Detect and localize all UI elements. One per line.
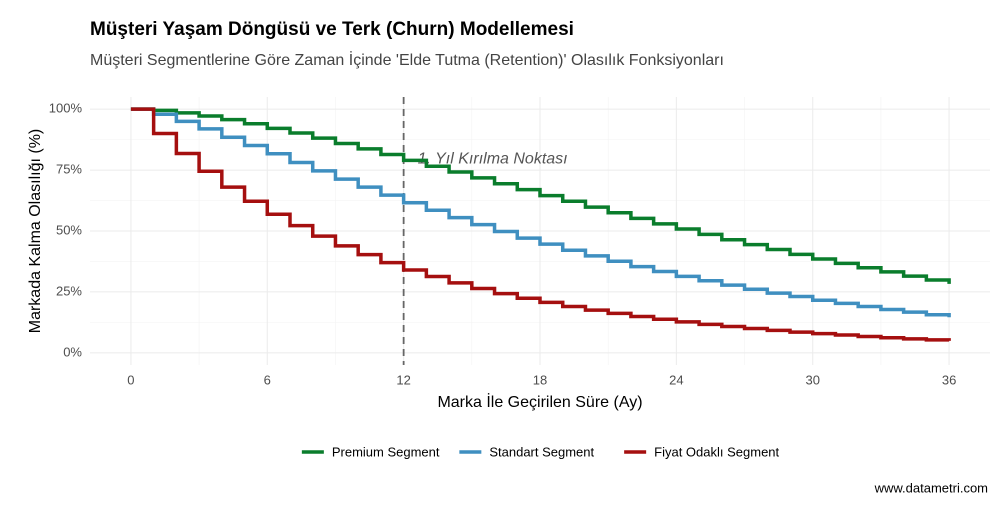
x-tick-label: 18 xyxy=(533,372,547,387)
step-line xyxy=(130,107,951,284)
step-line xyxy=(130,107,951,318)
x-tick-label: 6 xyxy=(264,372,271,387)
x-tick-label: 30 xyxy=(805,372,819,387)
x-tick-label: 24 xyxy=(669,372,683,387)
caption: www.datametri.com xyxy=(874,480,988,495)
y-tick-label: 50% xyxy=(56,222,82,237)
legend-label: Premium Segment xyxy=(332,444,440,459)
legend-label: Standart Segment xyxy=(489,444,594,459)
y-tick-label: 100% xyxy=(49,101,83,116)
y-tick-label: 0% xyxy=(63,344,82,359)
y-tick-label: 25% xyxy=(56,283,82,298)
legend-label: Fiyat Odaklı Segment xyxy=(654,444,779,459)
x-axis-label: Marka İle Geçirilen Süre (Ay) xyxy=(437,392,642,411)
chart-title: Müşteri Yaşam Döngüsü ve Terk (Churn) Mo… xyxy=(90,19,574,40)
y-axis-label: Markada Kalma Olasılığı (%) xyxy=(27,129,44,334)
step-line xyxy=(130,107,951,342)
x-tick-label: 36 xyxy=(942,372,956,387)
chart-subtitle: Müşteri Segmentlerine Göre Zaman İçinde … xyxy=(90,50,724,69)
x-tick-label: 12 xyxy=(396,372,410,387)
annotation: 1. Yıl Kırılma Noktası xyxy=(418,150,568,167)
x-tick-label: 0 xyxy=(127,372,134,387)
y-tick-label: 75% xyxy=(56,162,82,177)
